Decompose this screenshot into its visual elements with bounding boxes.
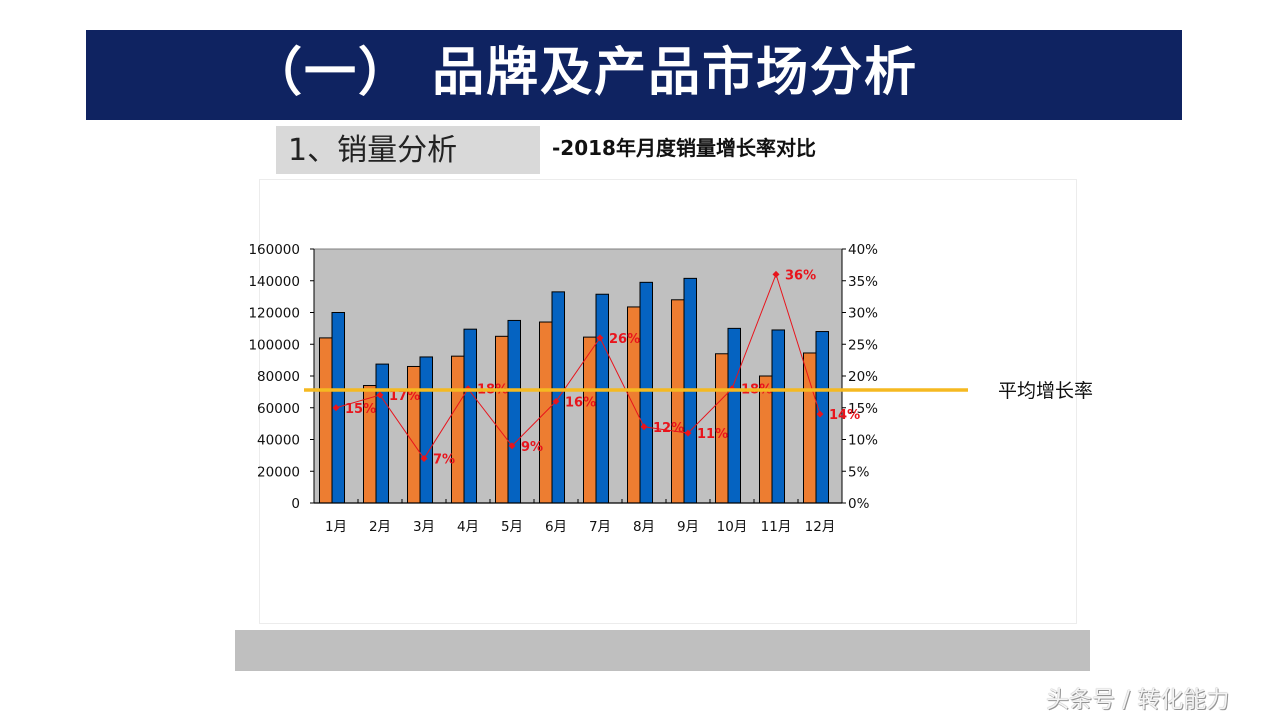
x-tick-label: 2月 — [369, 519, 391, 535]
right-tick-label: 20% — [848, 369, 878, 385]
bar-上年销量 — [671, 299, 685, 504]
growth-rate-marker — [376, 391, 384, 399]
bar-本年销量 — [375, 363, 389, 504]
left-tick-label: 20000 — [257, 464, 300, 480]
growth-rate-label: 15% — [345, 402, 376, 417]
bar-上年销量 — [539, 321, 553, 504]
growth-rate-marker — [420, 455, 428, 463]
x-tick-label: 8月 — [633, 519, 655, 535]
x-tick-label: 4月 — [457, 519, 479, 535]
growth-rate-marker — [332, 404, 340, 412]
bar-本年销量 — [463, 328, 477, 504]
left-axis: 0 20000 40000 60000 80000 100000 120000 140000 1… — [248, 242, 315, 512]
page-title: （一） 品牌及产品市场分析 — [250, 42, 919, 103]
bar-上年销量 — [407, 365, 421, 504]
left-tick-label: 80000 — [257, 369, 300, 385]
growth-rate-label: 36% — [785, 268, 816, 283]
right-tick-label: 15% — [848, 401, 878, 417]
x-tick-label: 5月 — [501, 519, 523, 535]
bar-上年销量 — [495, 335, 509, 504]
growth-rate-marker — [552, 397, 560, 405]
growth-rate-marker — [772, 270, 780, 278]
right-tick-label: 25% — [848, 337, 878, 353]
growth-rate-label: 12% — [653, 421, 684, 436]
bar-上年销量 — [803, 352, 817, 504]
growth-rate-label: 16% — [565, 395, 596, 410]
growth-rate-marker — [596, 334, 604, 342]
right-tick-label: 35% — [848, 274, 878, 290]
bar-上年销量 — [319, 337, 333, 504]
growth-line-group: 15%17%7%18%9%16%26%12%11%18%36%14% — [332, 268, 860, 468]
right-axis: 0% 5% 10% 15% 20% 25% 30% 35% 40% — [841, 242, 878, 512]
growth-rate-marker — [684, 429, 692, 437]
growth-rate-marker — [640, 423, 648, 431]
right-tick-label: 0% — [848, 496, 870, 512]
watermark: 头条号 / 转化能力 — [1046, 687, 1230, 713]
section-label: 1、销量分析 — [288, 133, 458, 168]
growth-rate-marker — [816, 410, 824, 418]
bar-本年销量 — [639, 281, 653, 504]
left-tick-label: 100000 — [248, 337, 300, 353]
growth-rate-label: 26% — [609, 332, 640, 347]
x-axis: 1月 2月 3月 4月 5月 6月 7月 8月 9月 10月 11月 12月 — [313, 499, 843, 535]
left-tick-label: 140000 — [248, 274, 300, 290]
bar-本年销量 — [727, 327, 741, 504]
x-tick-label: 12月 — [805, 519, 836, 535]
right-tick-label: 30% — [848, 306, 878, 322]
x-tick-label: 7月 — [589, 519, 611, 535]
right-tick-label: 5% — [848, 464, 870, 480]
bar-上年销量 — [583, 336, 597, 504]
bar-本年销量 — [771, 329, 785, 504]
bar-本年销量 — [507, 319, 521, 504]
x-tick-label: 1月 — [325, 519, 347, 535]
growth-rate-label: 7% — [433, 453, 455, 468]
x-tick-label: 3月 — [413, 519, 435, 535]
x-tick-label: 6月 — [545, 519, 567, 535]
x-tick-label: 10月 — [717, 519, 748, 535]
bar-本年销量 — [595, 293, 609, 504]
growth-rate-label: 11% — [697, 427, 728, 442]
section-label-box — [276, 126, 540, 174]
left-tick-label: 0 — [291, 496, 300, 512]
x-tick-label: 9月 — [677, 519, 699, 535]
left-tick-label: 160000 — [248, 242, 300, 258]
left-tick-label: 60000 — [257, 401, 300, 417]
right-tick-label: 40% — [848, 242, 878, 258]
bar-上年销量 — [451, 355, 465, 504]
growth-rate-label: 9% — [521, 440, 543, 455]
growth-rate-line — [335, 272, 821, 460]
chart-title: -2018年月度销量增长率对比 — [552, 136, 816, 160]
bar-本年销量 — [419, 356, 433, 504]
x-tick-label: 11月 — [761, 519, 792, 535]
average-growth-label: 平均增长率 — [998, 380, 1094, 402]
right-tick-label: 10% — [848, 433, 878, 449]
bottom-bar — [235, 630, 1090, 671]
header-bar — [86, 30, 1182, 120]
bar-本年销量 — [815, 331, 829, 504]
growth-rate-label: 17% — [389, 389, 420, 404]
left-tick-label: 40000 — [257, 433, 300, 449]
left-tick-label: 120000 — [248, 306, 300, 322]
growth-rate-marker — [508, 442, 516, 450]
growth-rate-label: 14% — [829, 408, 860, 423]
